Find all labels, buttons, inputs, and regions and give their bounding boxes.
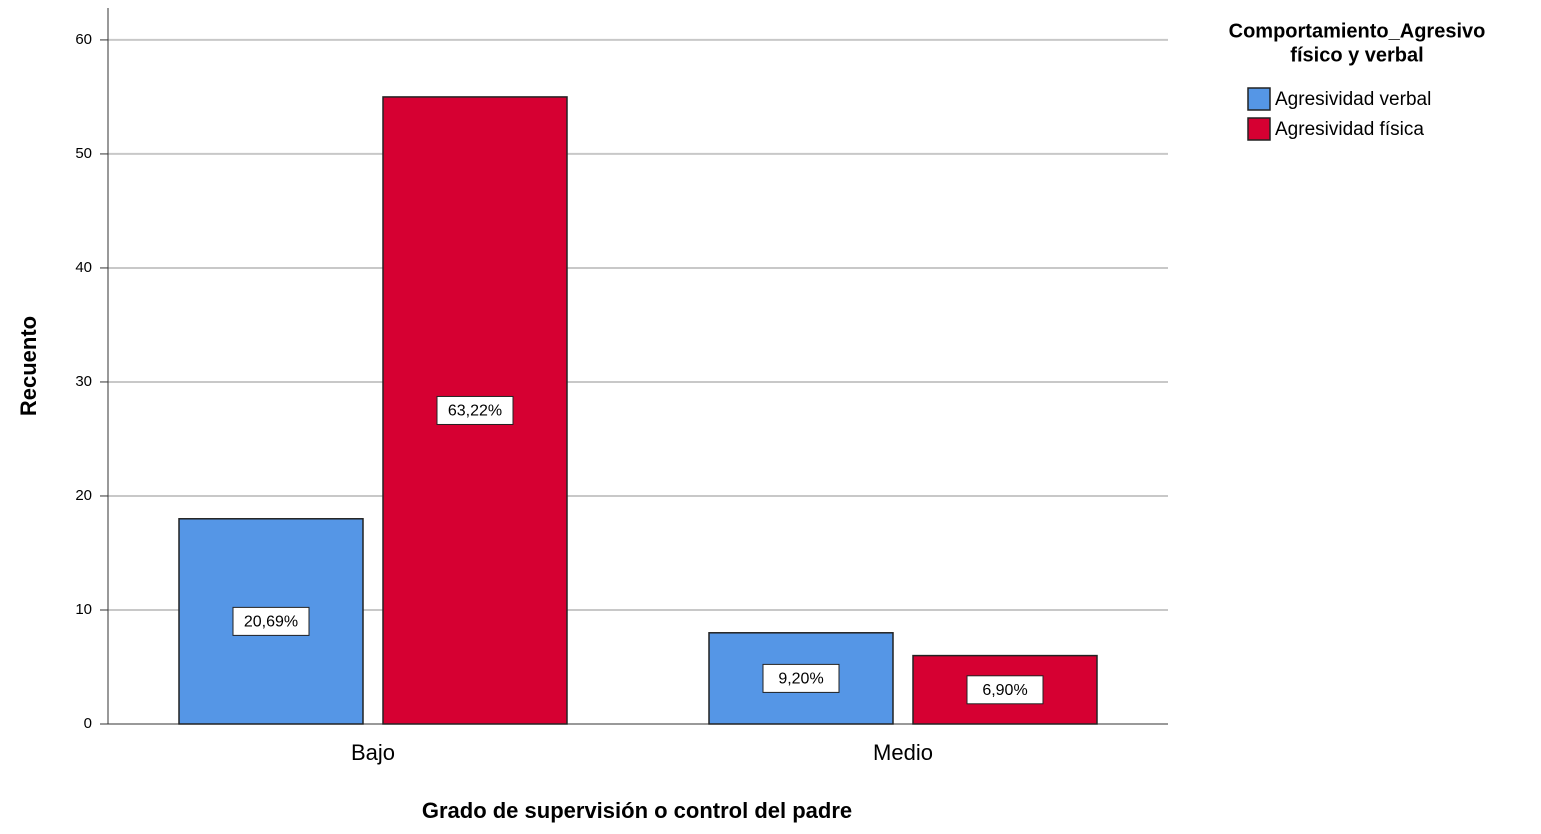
data-label-box <box>966 675 1044 705</box>
y-tick-label: 60 <box>75 31 92 48</box>
x-tick-label: Bajo <box>351 740 395 765</box>
data-label: 63,22% <box>448 403 502 420</box>
y-tick-label: 30 <box>75 373 92 390</box>
x-tick-label: Medio <box>873 740 933 765</box>
data-label: 20,69% <box>244 614 298 631</box>
legend-swatch <box>1247 117 1271 141</box>
y-tick-label: 10 <box>75 601 92 618</box>
data-label: 9,20% <box>778 671 823 688</box>
y-tick-label: 50 <box>75 145 92 162</box>
y-tick-label: 20 <box>75 487 92 504</box>
y-axis-label: Recuento <box>16 316 41 416</box>
data-label: 6,90% <box>982 682 1027 699</box>
legend-label: Agresividad física <box>1275 119 1424 140</box>
legend-title: físico y verbal <box>1290 44 1423 66</box>
legend-swatch <box>1247 87 1271 111</box>
data-label-box <box>232 606 310 636</box>
legend-title: Comportamiento_Agresivo <box>1229 20 1486 42</box>
x-axis-label: Grado de supervisión o control del padre <box>422 798 852 823</box>
y-tick-label: 0 <box>84 715 92 732</box>
data-label-box <box>436 395 514 425</box>
data-label-box <box>762 663 840 693</box>
y-tick-label: 40 <box>75 259 92 276</box>
legend-label: Agresividad verbal <box>1275 89 1431 110</box>
